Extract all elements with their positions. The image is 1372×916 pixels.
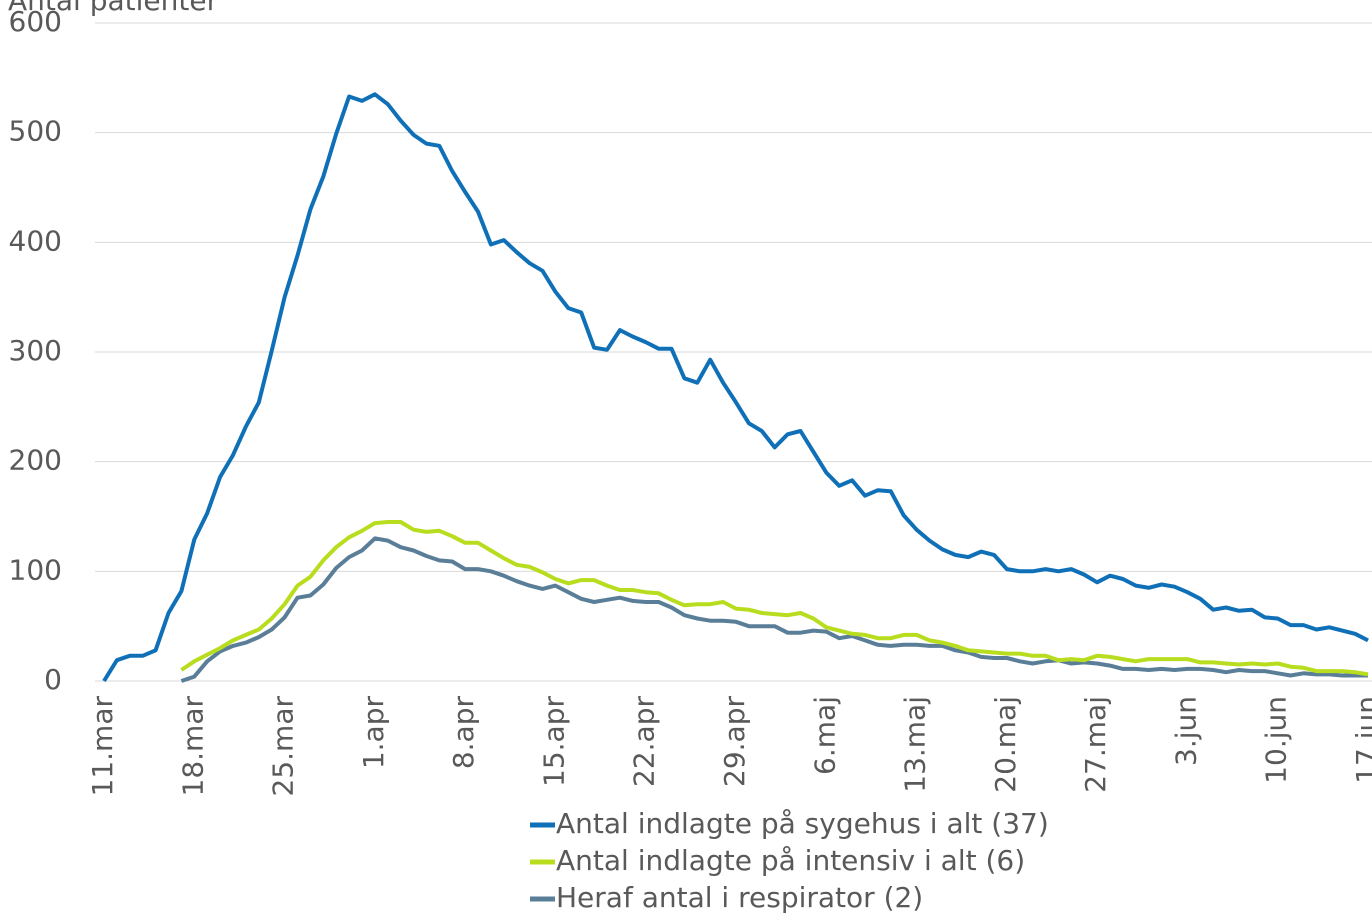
y-tick-label: 300 — [9, 334, 62, 367]
data-line — [180, 536, 1368, 683]
x-tick-label: 15.apr — [537, 696, 570, 787]
x-tick-label: 1.apr — [357, 696, 390, 770]
data-line — [180, 520, 1369, 677]
legend-label: Heraf antal i respirator (2) — [556, 881, 923, 914]
x-tick-label: 27.maj — [1079, 696, 1112, 793]
x-tick-label: 25.mar — [267, 696, 300, 797]
x-tick-label: 18.mar — [176, 696, 209, 797]
x-tick-label: 11.mar — [86, 696, 119, 797]
legend-label: Antal indlagte på sygehus i alt (37) — [556, 807, 1049, 840]
x-tick-label: 17.jun — [1350, 696, 1372, 784]
x-tick-label: 10.jun — [1260, 696, 1293, 784]
x-tick-label: 6.maj — [808, 696, 841, 775]
x-tick-label: 20.maj — [989, 696, 1022, 793]
y-tick-label: 0 — [44, 663, 62, 696]
y-tick-label: 400 — [9, 224, 62, 257]
y-tick-label: 600 — [9, 5, 62, 38]
x-tick-label: 3.jun — [1169, 696, 1202, 766]
x-tick-label: 8.apr — [447, 696, 480, 770]
x-tick-label: 22.apr — [628, 696, 661, 787]
x-tick-label: 13.maj — [899, 696, 932, 793]
axis-title: Antal patienter — [8, 0, 219, 17]
data-line — [102, 92, 1369, 683]
y-tick-label: 500 — [9, 115, 62, 148]
y-tick-label: 200 — [9, 444, 62, 477]
y-tick-label: 100 — [9, 553, 62, 586]
x-tick-label: 29.apr — [718, 696, 751, 787]
legend-label: Antal indlagte på intensiv i alt (6) — [556, 844, 1025, 877]
